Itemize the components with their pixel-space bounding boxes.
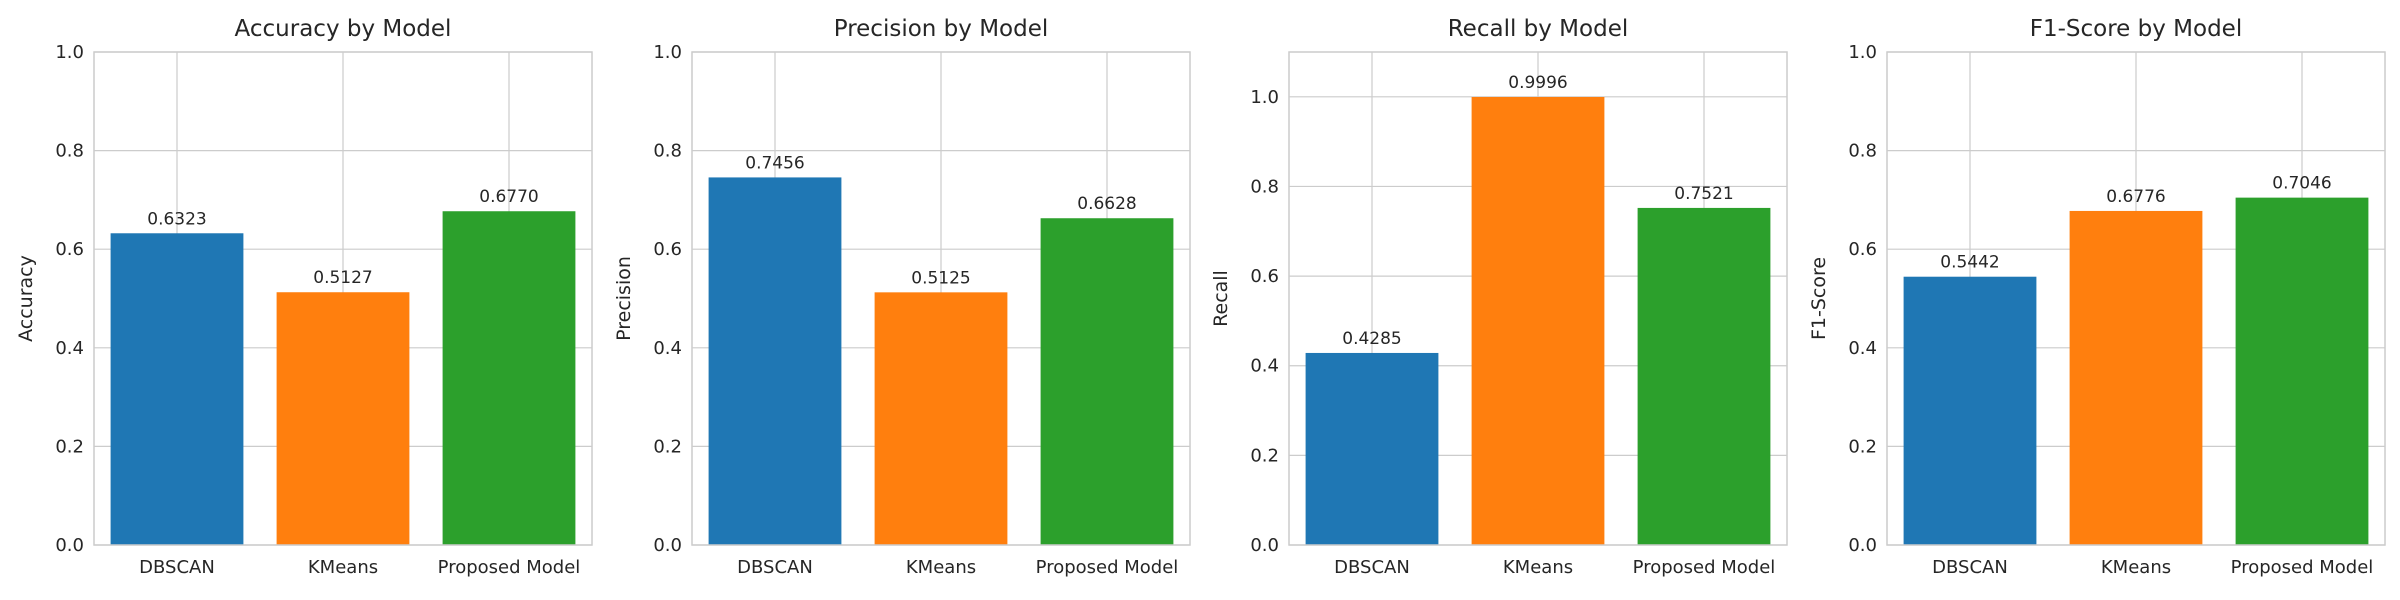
chart-panel-4: 0.5442 0.6776 0.7046 0.0 0.2 0.4 0.6 0.8 1.0 DBSC… [1808,16,2386,578]
bar-dbscan [110,233,244,545]
bar-kmeans [874,292,1008,545]
bar-proposed-model [1637,207,1771,545]
y-tick-label: 1.0 [1250,87,1279,108]
y-tick-label: 1.0 [55,42,84,63]
axes-frame [691,51,1191,546]
bar-proposed-model [1040,218,1174,545]
y-tick-label: 0.0 [653,535,682,556]
y-tick-label: 1.0 [653,42,682,63]
axes-frame [1288,51,1788,546]
x-tick-label: DBSCAN [1334,557,1410,578]
bar-value-label: 0.6628 [1077,194,1136,214]
y-tick-label: 0.2 [653,436,682,457]
y-tick-label: 0.4 [1848,338,1877,359]
x-tick-label: KMeans [308,557,378,578]
chart-title: Recall by Model [1448,16,1629,42]
y-tick-label: 1.0 [1848,42,1877,63]
y-tick-label: 0.2 [1848,436,1877,457]
y-tick-label: 0.8 [55,141,84,162]
bar-value-label: 0.5442 [1940,253,1999,273]
bar-value-label: 0.9996 [1508,73,1567,93]
bar-kmeans [276,292,410,545]
bar-proposed-model [2235,197,2369,545]
x-tick-label: KMeans [906,557,976,578]
y-tick-label: 0.8 [1250,176,1279,197]
axes-frame [93,51,593,546]
bar-proposed-model [442,211,576,545]
bar-value-label: 0.7456 [745,153,804,173]
x-tick-label: KMeans [2101,557,2171,578]
y-tick-label: 0.4 [55,338,84,359]
x-tick-label: Proposed Model [1633,557,1776,578]
y-tick-label: 0.2 [55,436,84,457]
x-tick-label: Proposed Model [1036,557,1179,578]
bar-dbscan [708,177,842,546]
y-axis-label: Precision [613,256,635,341]
y-tick-label: 0.4 [1250,356,1279,377]
bar-value-label: 0.4285 [1342,329,1401,349]
y-tick-label: 0.2 [1250,445,1279,466]
x-tick-label: Proposed Model [438,557,581,578]
bar-value-label: 0.5127 [313,268,372,288]
y-tick-label: 0.0 [1848,535,1877,556]
y-tick-label: 0.6 [1848,239,1877,260]
y-tick-label: 0.6 [55,239,84,260]
chart-panel-2: 0.7456 0.5125 0.6628 0.0 0.2 0.4 0.6 0.8 1.0 DBSC… [613,16,1191,578]
y-tick-label: 0.4 [653,338,682,359]
y-axis-label: F1-Score [1808,257,1830,340]
chart-title: Accuracy by Model [235,16,452,42]
x-tick-label: DBSCAN [1932,557,2008,578]
y-tick-label: 0.6 [653,239,682,260]
axes-frame [1886,51,2386,546]
y-tick-label: 0.8 [1848,141,1877,162]
x-tick-label: KMeans [1503,557,1573,578]
y-axis-label: Accuracy [15,255,37,342]
bar-value-label: 0.6323 [147,209,206,229]
bar-value-label: 0.6776 [2106,187,2165,207]
bar-value-label: 0.6770 [479,187,538,207]
y-tick-label: 0.6 [1250,266,1279,287]
y-tick-label: 0.0 [55,535,84,556]
chart-panel-3: 0.4285 0.9996 0.7521 0.0 0.2 0.4 0.6 0.8 1.0 DBSC… [1210,16,1788,578]
bar-kmeans [2069,210,2203,545]
y-tick-label: 0.0 [1250,535,1279,556]
chart-title: Precision by Model [834,16,1049,42]
x-tick-label: DBSCAN [737,557,813,578]
bar-dbscan [1903,276,2037,545]
chart-panel-1: 0.6323 0.5127 0.6770 0.0 0.2 0.4 0.6 0.8 1.0 DBSC… [15,16,593,578]
x-tick-label: DBSCAN [139,557,215,578]
bar-value-label: 0.5125 [911,268,970,288]
x-tick-label: Proposed Model [2231,557,2374,578]
chart-title: F1-Score by Model [2030,16,2242,42]
bar-kmeans [1471,96,1605,546]
y-axis-label: Recall [1210,270,1232,327]
bar-dbscan [1305,352,1439,545]
bar-value-label: 0.7046 [2272,174,2331,194]
y-tick-label: 0.8 [653,141,682,162]
bar-value-label: 0.7521 [1674,184,1733,204]
